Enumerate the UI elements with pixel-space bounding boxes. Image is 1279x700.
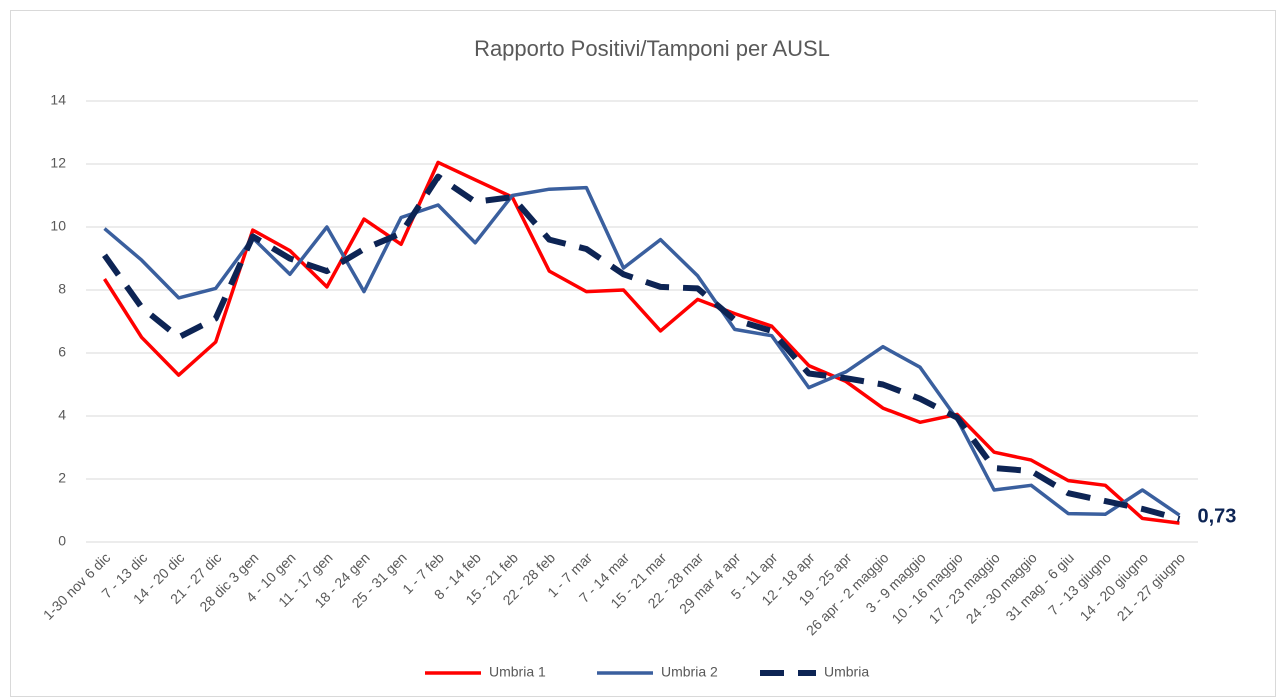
legend-label: Umbria — [824, 664, 869, 680]
legend-label: Umbria 2 — [661, 664, 718, 680]
y-tick-label: 10 — [50, 218, 66, 234]
y-tick-label: 6 — [58, 344, 66, 360]
y-tick-label: 0 — [58, 533, 66, 549]
y-tick-label: 8 — [58, 281, 66, 297]
series-line — [103, 160, 1180, 525]
y-tick-label: 2 — [58, 470, 66, 486]
chart-title: Rapporto Positivi/Tamponi per AUSL — [474, 36, 830, 61]
series-line — [102, 173, 1181, 522]
y-tick-label: 14 — [50, 92, 66, 108]
data-label: 0,73 — [1197, 505, 1236, 527]
series-line — [103, 185, 1181, 517]
legend-label: Umbria 1 — [489, 664, 546, 680]
y-tick-label: 4 — [58, 407, 66, 423]
y-tick-label: 12 — [50, 155, 66, 171]
